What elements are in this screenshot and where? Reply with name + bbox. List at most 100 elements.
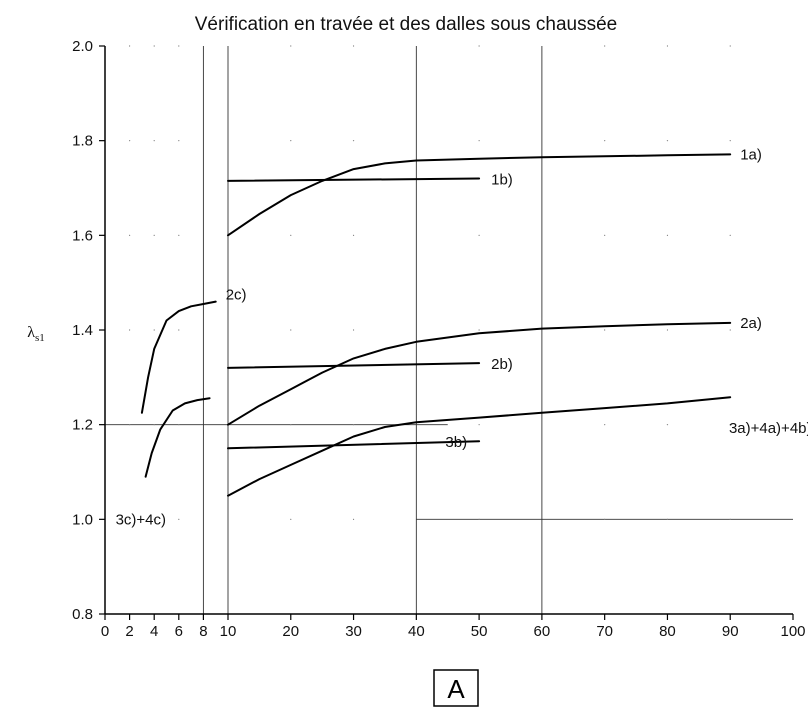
grid-dot <box>290 234 292 236</box>
grid-dot <box>129 45 131 47</box>
grid-dot <box>290 424 292 426</box>
grid-dot <box>666 424 669 426</box>
grid-dot <box>729 424 731 426</box>
grid-dot <box>666 140 669 142</box>
y-tick-label: 2.0 <box>72 38 93 55</box>
series-label: 3a)+4a)+4b) <box>729 420 808 437</box>
x-tick-label: 80 <box>659 623 676 640</box>
grid-dot <box>604 424 606 426</box>
grid-dot <box>153 45 155 47</box>
grid-dot <box>478 140 480 142</box>
tick-group: 0.8 1.0 1.2 1.4 1.6 1.8 2.0 0 2 4 6 8 10 20 30 40 50 60 70… <box>72 38 805 640</box>
series-label: 3b) <box>445 434 467 451</box>
x-tick-label: 10 <box>220 623 237 640</box>
grid-dot <box>729 329 731 331</box>
x-tick-label: 40 <box>408 623 425 640</box>
series-line-3a-4a-4b <box>227 396 732 497</box>
x-tick-label: 60 <box>534 623 551 640</box>
grid-dot <box>478 518 480 520</box>
grid-dot <box>604 45 606 47</box>
grid-dot <box>604 140 606 142</box>
annotation-box-frame <box>433 669 479 707</box>
x-tick-label: 90 <box>722 623 739 640</box>
grid-dot <box>352 234 355 236</box>
series-label: 2c) <box>226 287 247 304</box>
grid-dot <box>178 140 180 142</box>
grid-dot <box>290 329 292 331</box>
grid-dot <box>729 518 731 520</box>
grid-dot <box>290 518 292 520</box>
grid-dot <box>604 329 606 331</box>
grid-dot <box>478 329 480 331</box>
grid-dots <box>129 45 731 520</box>
grid-dot <box>478 45 480 47</box>
grid-dot <box>666 518 669 520</box>
x-tick-label: 0 <box>101 623 109 640</box>
series-line-2b <box>227 362 481 369</box>
grid-dot <box>178 234 180 236</box>
series-label: 2a) <box>740 315 762 332</box>
grid-dot <box>129 234 131 236</box>
series-line-3c-4c <box>144 397 211 478</box>
y-tick-label: 1.2 <box>72 417 93 434</box>
y-axis-label-subscript: s1 <box>35 332 45 344</box>
grid-dot <box>352 140 355 142</box>
grid-dot <box>178 329 180 331</box>
y-tick-label: 1.6 <box>72 227 93 244</box>
annotation-box-label: A <box>447 674 465 704</box>
y-axis-label-symbol: λ <box>27 324 35 341</box>
chart-title: Vérification en travée et des dalles sou… <box>195 14 617 35</box>
series-group <box>140 153 732 497</box>
grid-dot <box>666 45 669 47</box>
grid-dot <box>729 45 731 47</box>
grid-dot <box>352 329 355 331</box>
axes <box>104 46 793 615</box>
y-tick-label: 0.8 <box>72 606 93 623</box>
grid-dot <box>153 518 155 520</box>
grid-dot <box>604 518 606 520</box>
grid-dot <box>666 329 669 331</box>
reference-lines <box>105 45 793 614</box>
series-label: 1a) <box>740 146 762 163</box>
series-line-2c <box>140 300 217 414</box>
series-label-group: 1a) 1b) 2a) 2b) 2c) 3a)+4a)+4b) 3b) 3c)+4c) <box>116 146 808 528</box>
y-tick-label: 1.0 <box>72 511 93 528</box>
grid-dot <box>729 140 731 142</box>
grid-dot <box>729 234 731 236</box>
x-tick-label: 6 <box>175 623 183 640</box>
series-label: 3c)+4c) <box>116 512 166 529</box>
x-tick-label: 50 <box>471 623 488 640</box>
grid-dot <box>352 518 355 520</box>
grid-dot <box>604 234 606 236</box>
grid-dot <box>178 45 180 47</box>
x-tick-label: 8 <box>199 623 207 640</box>
x-tick-label: 2 <box>125 623 133 640</box>
grid-dot <box>178 518 180 520</box>
grid-dot <box>153 234 155 236</box>
grid-dot <box>666 234 669 236</box>
grid-dot <box>352 424 355 426</box>
grid-dot <box>290 45 292 47</box>
grid-dot <box>153 140 155 142</box>
series-line-1a <box>227 153 732 237</box>
y-tick-label: 1.8 <box>72 133 93 150</box>
series-line-2a <box>227 321 732 426</box>
grid-dot <box>478 424 480 426</box>
x-tick-label: 20 <box>282 623 299 640</box>
grid-dot <box>129 329 131 331</box>
annotation-box: A <box>433 669 479 707</box>
series-line-3b <box>227 440 481 450</box>
grid-dot <box>129 518 131 520</box>
series-label: 2b) <box>491 356 513 373</box>
x-tick-label: 4 <box>150 623 158 640</box>
grid-dot <box>129 140 131 142</box>
series-line-1b <box>227 177 481 182</box>
grid-dot <box>129 424 131 426</box>
y-axis-label: λs1 <box>27 324 45 344</box>
series-label: 1b) <box>491 172 513 189</box>
grid-dot <box>352 45 355 47</box>
x-tick-label: 30 <box>345 623 362 640</box>
grid-dot <box>153 424 155 426</box>
